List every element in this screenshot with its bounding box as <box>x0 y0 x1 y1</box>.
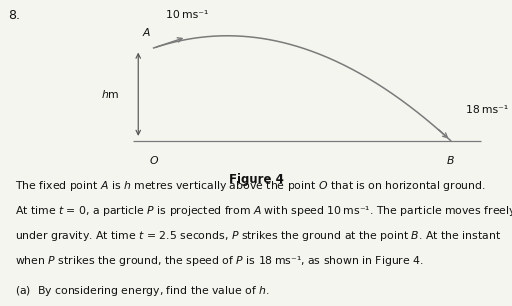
Text: 10 ms⁻¹: 10 ms⁻¹ <box>166 10 208 20</box>
Text: Figure 4: Figure 4 <box>228 173 284 186</box>
Text: (a)  By considering energy, find the value of $h$.: (a) By considering energy, find the valu… <box>15 284 270 298</box>
Text: O: O <box>150 156 158 166</box>
Text: $h$m: $h$m <box>101 88 119 100</box>
Text: A: A <box>142 28 150 38</box>
Text: under gravity. At time $t$ = 2.5 seconds, $P$ strikes the ground at the point $B: under gravity. At time $t$ = 2.5 seconds… <box>15 229 502 243</box>
Text: The fixed point $A$ is $h$ metres vertically above the point $O$ that is on hori: The fixed point $A$ is $h$ metres vertic… <box>15 179 486 193</box>
Text: At time $t$ = 0, a particle $P$ is projected from $A$ with speed 10 ms⁻¹. The pa: At time $t$ = 0, a particle $P$ is proje… <box>15 204 512 218</box>
Text: B: B <box>447 156 454 166</box>
Text: when $P$ strikes the ground, the speed of $P$ is 18 ms⁻¹, as shown in Figure 4.: when $P$ strikes the ground, the speed o… <box>15 254 424 268</box>
Text: 18 ms⁻¹: 18 ms⁻¹ <box>466 105 508 115</box>
Text: 8.: 8. <box>8 9 19 22</box>
